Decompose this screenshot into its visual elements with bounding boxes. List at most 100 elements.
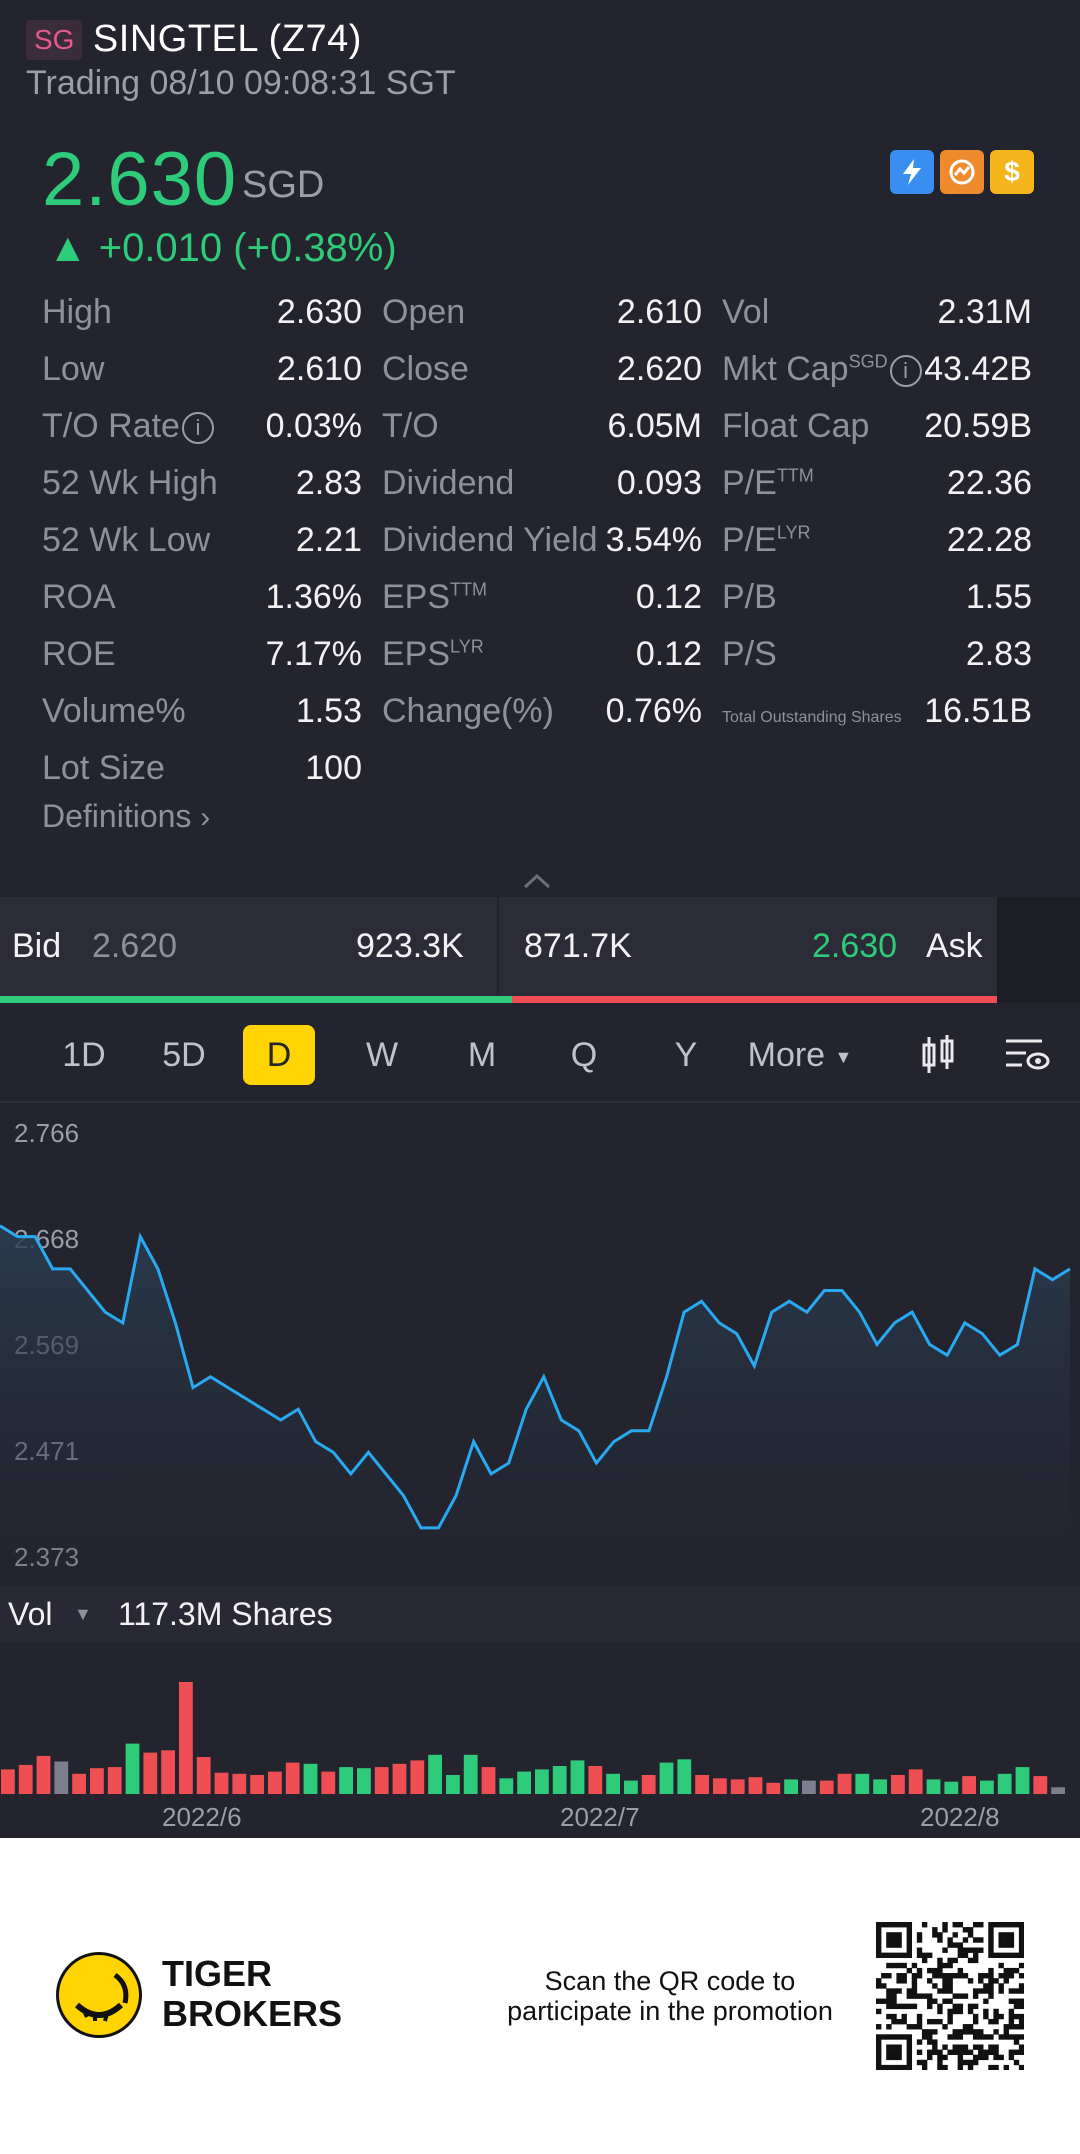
qr-module xyxy=(1018,1922,1024,1928)
definitions-link[interactable]: Definitions › xyxy=(42,798,210,835)
qr-module xyxy=(988,2034,994,2040)
volume-bar xyxy=(214,1772,229,1794)
info-icon[interactable]: i xyxy=(181,412,214,445)
qr-module xyxy=(886,1942,892,1948)
volume-bar xyxy=(641,1775,656,1794)
stat-superscript: SGD xyxy=(848,351,888,372)
qr-module xyxy=(1013,1998,1020,2004)
volume-bar xyxy=(499,1778,514,1794)
qr-module xyxy=(967,1957,974,1964)
info-icon[interactable]: i xyxy=(889,355,922,388)
qr-module xyxy=(937,1973,943,1979)
volume-bar xyxy=(980,1780,994,1794)
qr-module xyxy=(983,1983,989,1989)
qr-module xyxy=(942,1927,948,1933)
qr-module xyxy=(1018,1962,1024,1969)
qr-module xyxy=(972,1993,979,1999)
stat-label-text: ROA xyxy=(42,578,116,616)
qr-module xyxy=(1018,1942,1024,1948)
stat-value: 2.31M xyxy=(937,293,1033,331)
tab-1d[interactable]: 1D xyxy=(62,1036,106,1074)
qr-module xyxy=(1018,1952,1024,1959)
volume-header[interactable]: Vol ▼ 117.3M Shares xyxy=(0,1586,1080,1642)
price-change: ▲ +0.010 (+0.38%) xyxy=(48,226,397,270)
qr-module xyxy=(988,1952,994,1959)
qr-module xyxy=(988,1947,994,1953)
qr-module xyxy=(901,2034,907,2040)
candlestick-icon[interactable] xyxy=(912,1025,964,1085)
chevron-up-icon[interactable] xyxy=(522,866,552,897)
qr-module xyxy=(896,1922,902,1928)
tab-q[interactable]: Q xyxy=(570,1036,598,1074)
volume-bar xyxy=(891,1775,905,1794)
qr-module xyxy=(1018,2024,1024,2030)
qr-module xyxy=(896,2034,902,2040)
qr-module xyxy=(998,2013,1004,2020)
volume-bar xyxy=(250,1775,264,1794)
chevron-right-icon: › xyxy=(200,801,211,834)
stat-value: 2.620 xyxy=(616,350,702,388)
ask-side xyxy=(497,897,997,997)
stat-label-text: High xyxy=(42,293,112,331)
stat-label: P/B xyxy=(722,578,777,617)
stat-label-text: Volume% xyxy=(42,692,186,730)
volume-bar xyxy=(357,1768,371,1794)
qr-module xyxy=(993,2044,999,2050)
hot-deal-icon[interactable] xyxy=(940,150,984,194)
more-dropdown[interactable]: More ▼ xyxy=(740,1025,860,1085)
qr-module xyxy=(957,2003,964,2010)
qr-module xyxy=(927,1967,933,1974)
volume-bar xyxy=(535,1769,549,1794)
volume-bar xyxy=(570,1760,585,1794)
bid-ask-panel[interactable]: Bid 2.620 923.3K 871.7K 2.630 Ask xyxy=(0,897,1080,1003)
qr-module xyxy=(972,2013,979,2020)
volume-chart[interactable] xyxy=(0,1642,1080,1838)
qr-module xyxy=(988,1932,994,1938)
stat-label-text: Vol xyxy=(722,293,770,331)
definitions-label: Definitions xyxy=(42,798,192,834)
stat-label: Mkt CapSGD i xyxy=(722,350,922,389)
qr-module xyxy=(942,1922,948,1928)
qr-module xyxy=(876,1947,882,1953)
lightning-icon[interactable] xyxy=(890,150,934,194)
tab-5d[interactable]: 5D xyxy=(162,1036,206,1074)
qr-module xyxy=(876,1932,882,1938)
tab-w[interactable]: W xyxy=(365,1036,399,1074)
stat-cell: Lot Size 100 xyxy=(42,749,362,788)
stat-superscript: TTM xyxy=(450,579,488,600)
chart-settings-icon[interactable] xyxy=(998,1025,1054,1085)
qr-module xyxy=(998,1983,1004,1989)
qr-module xyxy=(952,2044,958,2050)
stat-label-text: P/B xyxy=(722,578,777,616)
stat-cell: 52 Wk High 2.83 xyxy=(42,464,362,503)
qr-module xyxy=(937,1957,943,1964)
stat-cell: Mkt CapSGD i 43.42B xyxy=(722,350,1032,389)
tab-m[interactable]: M xyxy=(467,1036,497,1074)
stat-cell: Volume% 1.53 xyxy=(42,692,362,731)
qr-module xyxy=(921,1993,928,1999)
stat-label-text: Dividend Yield xyxy=(382,521,598,559)
qr-module xyxy=(1013,2034,1020,2040)
tab-y[interactable]: Y xyxy=(674,1036,698,1074)
qr-module xyxy=(1013,2024,1020,2030)
qr-module xyxy=(998,1922,1004,1928)
qr-module xyxy=(952,1957,958,1964)
qr-module xyxy=(1018,1998,1024,2004)
qr-module xyxy=(967,2008,974,2015)
stats-row: 52 Wk High 2.83 Dividend 0.093 P/ETTM 22.36 xyxy=(42,455,1042,512)
qr-module xyxy=(891,1952,897,1959)
stat-value: 0.12 xyxy=(635,635,702,673)
qr-code[interactable] xyxy=(876,1922,1024,2070)
qr-module xyxy=(876,2054,882,2061)
qr-module xyxy=(972,1922,979,1928)
qr-module xyxy=(957,2064,964,2070)
tab-d[interactable]: D xyxy=(243,1025,315,1085)
dollar-icon[interactable]: $ xyxy=(990,150,1034,194)
stat-label: Close xyxy=(382,350,469,389)
qr-module xyxy=(927,2049,933,2055)
qr-module xyxy=(967,1927,974,1933)
volume-value: 117.3M Shares xyxy=(118,1596,333,1632)
qr-module xyxy=(947,1988,953,1994)
stock-title[interactable]: SINGTEL (Z74) xyxy=(92,18,362,60)
